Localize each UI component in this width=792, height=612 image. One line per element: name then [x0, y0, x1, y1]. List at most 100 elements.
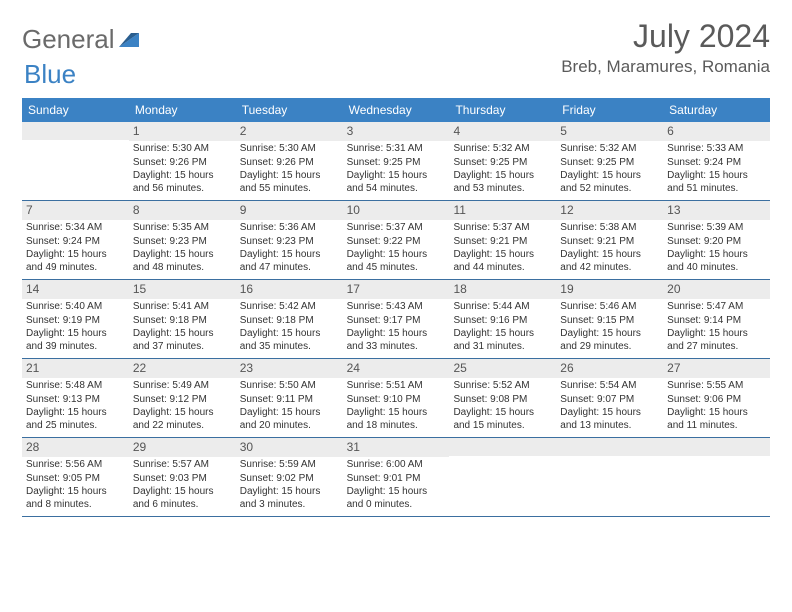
day-number: 17: [343, 280, 450, 299]
daylight-line: Daylight: 15 hours and 8 minutes.: [26, 486, 125, 511]
day-cell: 29Sunrise: 5:57 AMSunset: 9:03 PMDayligh…: [129, 438, 236, 516]
daylight-line: Daylight: 15 hours and 49 minutes.: [26, 249, 125, 274]
weekday-header: Monday: [129, 98, 236, 122]
day-content: Sunrise: 5:30 AMSunset: 9:26 PMDaylight:…: [129, 141, 236, 200]
day-cell: 21Sunrise: 5:48 AMSunset: 9:13 PMDayligh…: [22, 359, 129, 437]
month-title: July 2024: [561, 18, 770, 55]
sunset-line: Sunset: 9:24 PM: [667, 157, 766, 170]
day-content: Sunrise: 5:41 AMSunset: 9:18 PMDaylight:…: [129, 299, 236, 358]
day-cell: 30Sunrise: 5:59 AMSunset: 9:02 PMDayligh…: [236, 438, 343, 516]
sunrise-line: Sunrise: 5:32 AM: [453, 143, 552, 156]
daylight-line: Daylight: 15 hours and 55 minutes.: [240, 170, 339, 195]
sunset-line: Sunset: 9:03 PM: [133, 473, 232, 486]
sunrise-line: Sunrise: 5:56 AM: [26, 459, 125, 472]
daylight-line: Daylight: 15 hours and 27 minutes.: [667, 328, 766, 353]
sunset-line: Sunset: 9:25 PM: [453, 157, 552, 170]
logo-word2: Blue: [24, 59, 76, 89]
daylight-line: Daylight: 15 hours and 33 minutes.: [347, 328, 446, 353]
day-cell: 1Sunrise: 5:30 AMSunset: 9:26 PMDaylight…: [129, 122, 236, 200]
day-content: Sunrise: 5:40 AMSunset: 9:19 PMDaylight:…: [22, 299, 129, 358]
location: Breb, Maramures, Romania: [561, 57, 770, 77]
day-content: Sunrise: 5:36 AMSunset: 9:23 PMDaylight:…: [236, 220, 343, 279]
logo: General: [22, 18, 141, 55]
weekday-header: Friday: [556, 98, 663, 122]
sunset-line: Sunset: 9:05 PM: [26, 473, 125, 486]
day-cell: 4Sunrise: 5:32 AMSunset: 9:25 PMDaylight…: [449, 122, 556, 200]
sunset-line: Sunset: 9:22 PM: [347, 236, 446, 249]
empty-day-bar: [663, 438, 770, 456]
sunrise-line: Sunrise: 5:44 AM: [453, 301, 552, 314]
daylight-line: Daylight: 15 hours and 37 minutes.: [133, 328, 232, 353]
daylight-line: Daylight: 15 hours and 3 minutes.: [240, 486, 339, 511]
daylight-line: Daylight: 15 hours and 29 minutes.: [560, 328, 659, 353]
sunset-line: Sunset: 9:14 PM: [667, 315, 766, 328]
sunset-line: Sunset: 9:21 PM: [453, 236, 552, 249]
sunset-line: Sunset: 9:23 PM: [240, 236, 339, 249]
daylight-line: Daylight: 15 hours and 15 minutes.: [453, 407, 552, 432]
day-number: 21: [22, 359, 129, 378]
day-number: 3: [343, 122, 450, 141]
sunset-line: Sunset: 9:11 PM: [240, 394, 339, 407]
daylight-line: Daylight: 15 hours and 47 minutes.: [240, 249, 339, 274]
sunrise-line: Sunrise: 5:31 AM: [347, 143, 446, 156]
sunrise-line: Sunrise: 5:41 AM: [133, 301, 232, 314]
sunset-line: Sunset: 9:20 PM: [667, 236, 766, 249]
sunset-line: Sunset: 9:15 PM: [560, 315, 659, 328]
sunset-line: Sunset: 9:07 PM: [560, 394, 659, 407]
day-number: 23: [236, 359, 343, 378]
week-row: 28Sunrise: 5:56 AMSunset: 9:05 PMDayligh…: [22, 438, 770, 517]
weeks-container: 1Sunrise: 5:30 AMSunset: 9:26 PMDaylight…: [22, 122, 770, 517]
day-content: Sunrise: 5:55 AMSunset: 9:06 PMDaylight:…: [663, 378, 770, 437]
day-number: 22: [129, 359, 236, 378]
day-cell: 10Sunrise: 5:37 AMSunset: 9:22 PMDayligh…: [343, 201, 450, 279]
day-number: 8: [129, 201, 236, 220]
day-content: Sunrise: 5:34 AMSunset: 9:24 PMDaylight:…: [22, 220, 129, 279]
day-cell: 11Sunrise: 5:37 AMSunset: 9:21 PMDayligh…: [449, 201, 556, 279]
day-number: 19: [556, 280, 663, 299]
day-number: 7: [22, 201, 129, 220]
day-number: 6: [663, 122, 770, 141]
sunrise-line: Sunrise: 5:43 AM: [347, 301, 446, 314]
daylight-line: Daylight: 15 hours and 42 minutes.: [560, 249, 659, 274]
day-cell: [663, 438, 770, 516]
day-cell: 7Sunrise: 5:34 AMSunset: 9:24 PMDaylight…: [22, 201, 129, 279]
day-content: Sunrise: 5:46 AMSunset: 9:15 PMDaylight:…: [556, 299, 663, 358]
day-content: Sunrise: 5:35 AMSunset: 9:23 PMDaylight:…: [129, 220, 236, 279]
daylight-line: Daylight: 15 hours and 0 minutes.: [347, 486, 446, 511]
daylight-line: Daylight: 15 hours and 40 minutes.: [667, 249, 766, 274]
daylight-line: Daylight: 15 hours and 22 minutes.: [133, 407, 232, 432]
sunset-line: Sunset: 9:08 PM: [453, 394, 552, 407]
day-number: 24: [343, 359, 450, 378]
weekday-header-row: SundayMondayTuesdayWednesdayThursdayFrid…: [22, 98, 770, 122]
sunrise-line: Sunrise: 5:46 AM: [560, 301, 659, 314]
sunset-line: Sunset: 9:10 PM: [347, 394, 446, 407]
day-cell: 6Sunrise: 5:33 AMSunset: 9:24 PMDaylight…: [663, 122, 770, 200]
week-row: 21Sunrise: 5:48 AMSunset: 9:13 PMDayligh…: [22, 359, 770, 438]
day-cell: 25Sunrise: 5:52 AMSunset: 9:08 PMDayligh…: [449, 359, 556, 437]
day-cell: 2Sunrise: 5:30 AMSunset: 9:26 PMDaylight…: [236, 122, 343, 200]
logo-triangle-icon: [119, 31, 141, 49]
daylight-line: Daylight: 15 hours and 20 minutes.: [240, 407, 339, 432]
daylight-line: Daylight: 15 hours and 31 minutes.: [453, 328, 552, 353]
day-cell: 20Sunrise: 5:47 AMSunset: 9:14 PMDayligh…: [663, 280, 770, 358]
day-cell: 5Sunrise: 5:32 AMSunset: 9:25 PMDaylight…: [556, 122, 663, 200]
sunrise-line: Sunrise: 5:38 AM: [560, 222, 659, 235]
daylight-line: Daylight: 15 hours and 11 minutes.: [667, 407, 766, 432]
day-cell: 23Sunrise: 5:50 AMSunset: 9:11 PMDayligh…: [236, 359, 343, 437]
week-row: 1Sunrise: 5:30 AMSunset: 9:26 PMDaylight…: [22, 122, 770, 201]
day-content: Sunrise: 5:32 AMSunset: 9:25 PMDaylight:…: [556, 141, 663, 200]
sunset-line: Sunset: 9:06 PM: [667, 394, 766, 407]
day-content: Sunrise: 5:57 AMSunset: 9:03 PMDaylight:…: [129, 457, 236, 516]
sunrise-line: Sunrise: 5:47 AM: [667, 301, 766, 314]
sunset-line: Sunset: 9:18 PM: [240, 315, 339, 328]
sunrise-line: Sunrise: 5:49 AM: [133, 380, 232, 393]
day-content: Sunrise: 6:00 AMSunset: 9:01 PMDaylight:…: [343, 457, 450, 516]
day-cell: 27Sunrise: 5:55 AMSunset: 9:06 PMDayligh…: [663, 359, 770, 437]
day-content: Sunrise: 5:44 AMSunset: 9:16 PMDaylight:…: [449, 299, 556, 358]
day-content: Sunrise: 5:48 AMSunset: 9:13 PMDaylight:…: [22, 378, 129, 437]
day-cell: 15Sunrise: 5:41 AMSunset: 9:18 PMDayligh…: [129, 280, 236, 358]
day-cell: 8Sunrise: 5:35 AMSunset: 9:23 PMDaylight…: [129, 201, 236, 279]
sunset-line: Sunset: 9:25 PM: [560, 157, 659, 170]
day-cell: 31Sunrise: 6:00 AMSunset: 9:01 PMDayligh…: [343, 438, 450, 516]
day-content: Sunrise: 5:42 AMSunset: 9:18 PMDaylight:…: [236, 299, 343, 358]
